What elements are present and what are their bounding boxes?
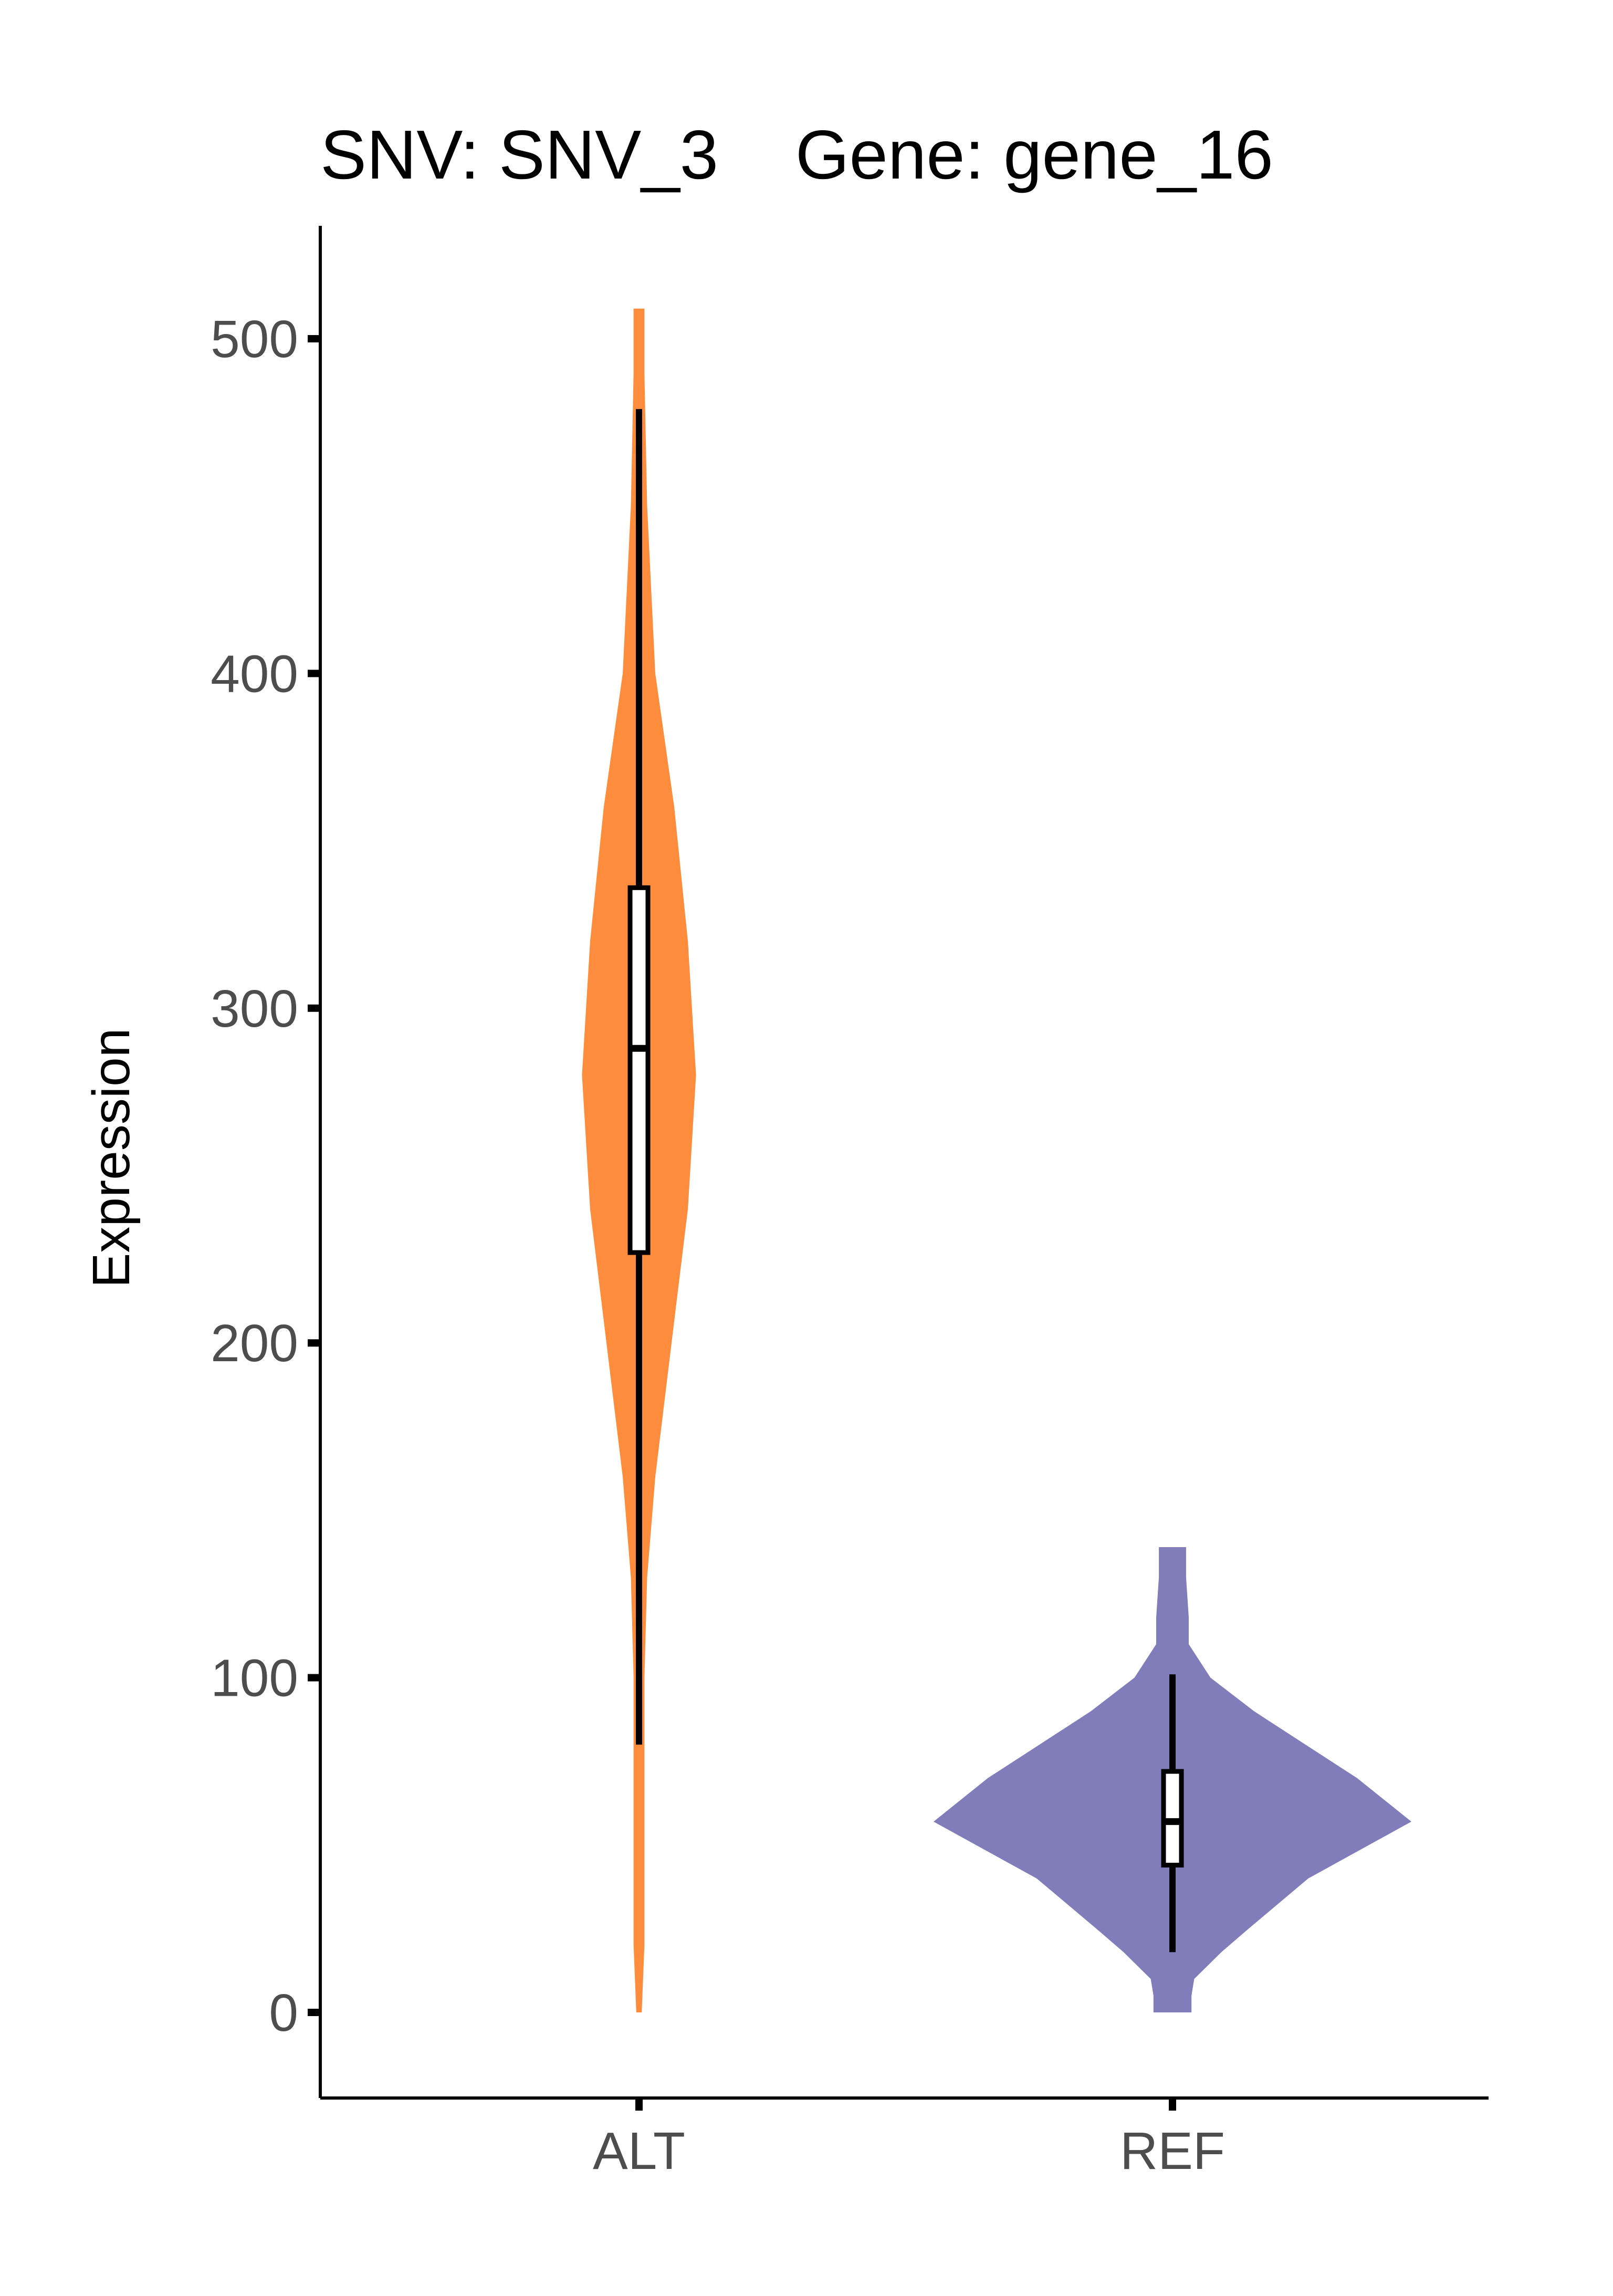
x-tick-label-alt: ALT bbox=[593, 2122, 685, 2180]
chart-title: SNV: SNV_3 Gene: gene_16 bbox=[320, 116, 1273, 193]
y-tick-label-0: 0 bbox=[269, 1984, 298, 2042]
y-tick-label-400: 400 bbox=[211, 644, 298, 703]
y-axis-title: Expression bbox=[82, 1028, 141, 1288]
box-alt bbox=[627, 885, 651, 1255]
y-tick-label-300: 300 bbox=[211, 979, 298, 1038]
x-tick-label-ref: REF bbox=[1120, 2122, 1225, 2180]
y-tick-label-200: 200 bbox=[211, 1314, 298, 1373]
plot-area: 0 100 200 300 400 500 ALT REF bbox=[211, 226, 1489, 2180]
y-tick-label-500: 500 bbox=[211, 310, 298, 369]
y-tick-label-100: 100 bbox=[211, 1649, 298, 1708]
